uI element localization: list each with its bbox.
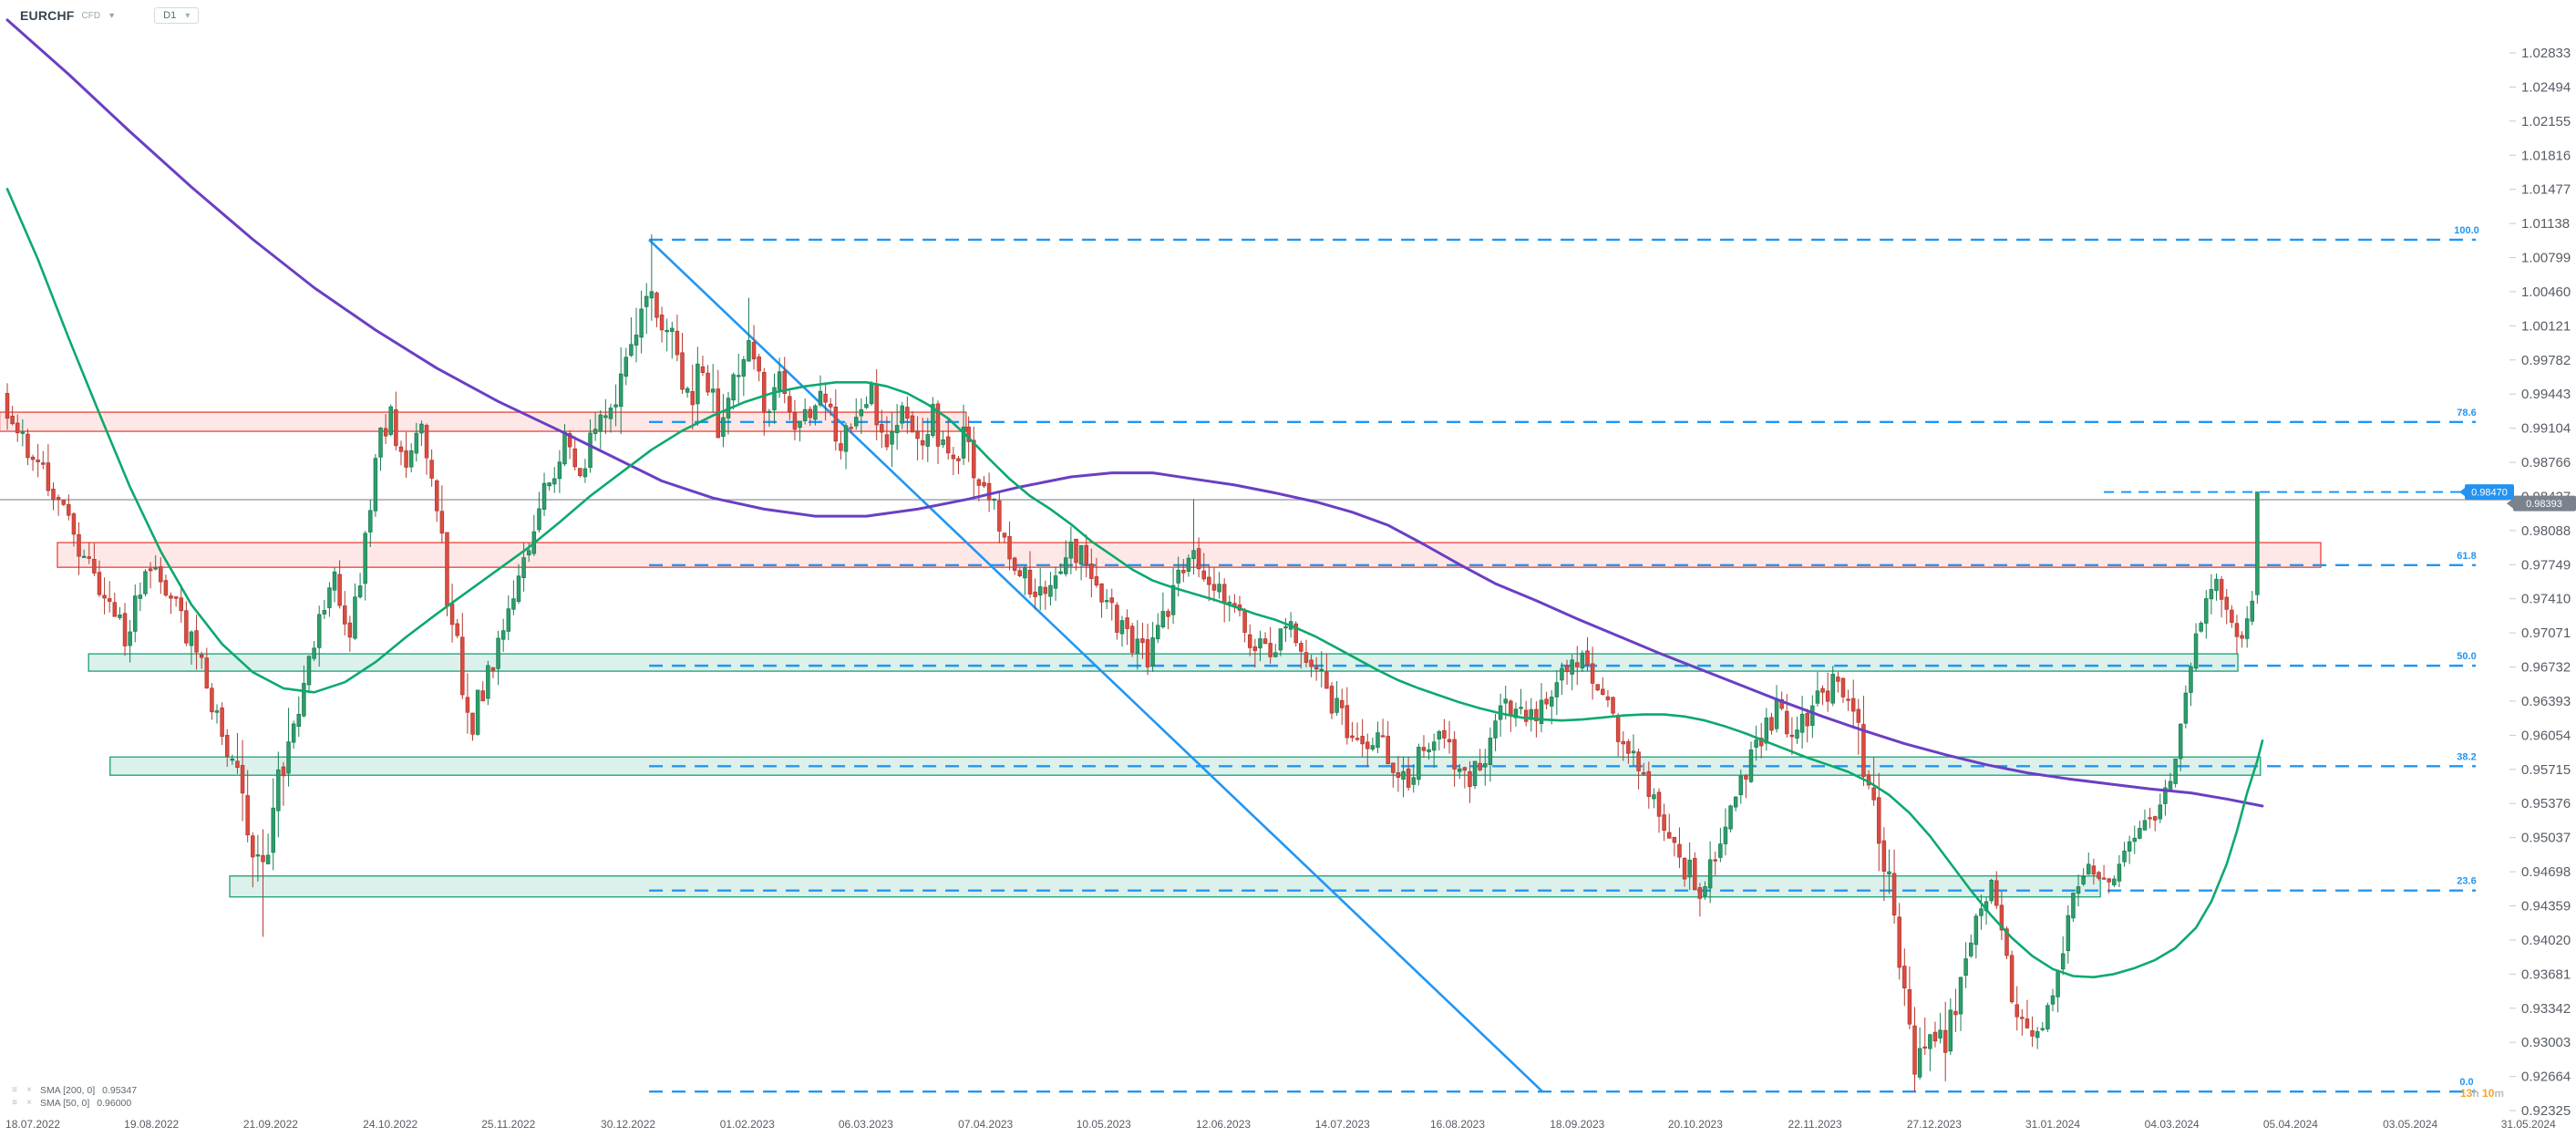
chevron-down-icon: ▾: [185, 10, 191, 21]
price-axis-label: 0.93681: [2521, 966, 2571, 982]
price-axis-label: 0.97410: [2521, 592, 2571, 607]
price-axis-label: 1.00121: [2521, 318, 2571, 334]
date-axis-label: 19.08.2022: [124, 1118, 179, 1131]
timeframe-select[interactable]: D1 ▾: [154, 7, 200, 24]
indicator-remove-icon[interactable]: ×: [26, 1098, 32, 1108]
price-axis-label: 1.02833: [2521, 46, 2571, 61]
date-axis-label: 31.05.2024: [2501, 1118, 2556, 1131]
date-axis-label: 16.08.2023: [1430, 1118, 1485, 1131]
price-axis-label: 1.00460: [2521, 284, 2571, 300]
date-axis-label: 07.04.2023: [958, 1118, 1013, 1131]
bar-countdown-text: 13h 10m: [2460, 1087, 2504, 1100]
fib-level-label: 78.6: [2457, 408, 2476, 419]
price-axis-label: 0.95037: [2521, 831, 2571, 846]
indicator-value: 0.95347: [102, 1085, 138, 1096]
supply-demand-zones-layer: [0, 411, 2322, 898]
price-axis-label: 0.99782: [2521, 353, 2571, 368]
price-axis-label: 0.95376: [2521, 796, 2571, 811]
date-axis-label: 25.11.2022: [481, 1118, 535, 1131]
date-axis-label: 18.07.2022: [5, 1118, 60, 1131]
price-axis-label: 0.93342: [2521, 1001, 2571, 1017]
indicator-label: SMA [200, 0]: [40, 1085, 96, 1096]
price-axis-label: 0.96393: [2521, 694, 2571, 709]
fib-level-label: 61.8: [2457, 551, 2476, 562]
symbol-name[interactable]: EURCHF: [20, 8, 75, 23]
price-axis-label: 1.01477: [2521, 182, 2571, 198]
date-axis-label: 18.09.2023: [1550, 1118, 1604, 1131]
date-axis-label: 01.02.2023: [720, 1118, 775, 1131]
date-axis-label: 22.11.2023: [1788, 1118, 1842, 1131]
price-axis-label: 0.97749: [2521, 557, 2571, 573]
chart-header: EURCHF CFD ▾ D1 ▾: [20, 7, 200, 24]
date-axis-label: 12.06.2023: [1196, 1118, 1251, 1131]
fib-level-label: 38.2: [2457, 751, 2476, 762]
date-axis-label: 24.10.2022: [363, 1118, 417, 1131]
indicator-legend: ≡ × SMA [200, 0] 0.95347 ≡ × SMA [50, 0] 0.9600…: [9, 1084, 137, 1110]
fib-level-label: 23.6: [2457, 876, 2476, 887]
price-axis-label: 0.99443: [2521, 387, 2571, 402]
price-axis-label: 0.96732: [2521, 660, 2571, 676]
price-axis-label: 0.98766: [2521, 455, 2571, 470]
indicator-value: 0.96000: [97, 1098, 132, 1109]
close-price-value: 0.98393: [2526, 499, 2562, 510]
sma-200-line: [5, 18, 2264, 808]
date-axis[interactable]: 18.07.2022 19.08.2022 21.09.2022 24.10.2022…: [5, 1118, 2556, 1131]
price-axis-label: 0.94020: [2521, 933, 2571, 948]
price-axis-label: 0.95715: [2521, 762, 2571, 778]
date-axis-label: 05.04.2024: [2263, 1118, 2318, 1131]
date-axis-label: 20.10.2023: [1668, 1118, 1723, 1131]
sma-50-line: [5, 188, 2264, 978]
candles-layer: [5, 234, 2260, 1092]
indicator-settings-icon[interactable]: ≡: [12, 1098, 17, 1108]
date-axis-label: 03.05.2024: [2383, 1118, 2437, 1131]
close-price-badge: [2513, 495, 2576, 512]
price-axis-label: 0.94698: [2521, 864, 2571, 880]
price-axis-label: 0.92325: [2521, 1103, 2571, 1119]
date-axis-label: 14.07.2023: [1315, 1118, 1370, 1131]
fib-level-label: 50.0: [2457, 651, 2476, 662]
price-axis-label: 1.02155: [2521, 114, 2571, 129]
price-axis-label: 0.92664: [2521, 1070, 2571, 1085]
indicator-row: ≡ × SMA [50, 0] 0.96000: [9, 1097, 137, 1110]
price-axis-label: 1.01816: [2521, 148, 2571, 163]
trendline-layer[interactable]: [648, 239, 1544, 1093]
date-axis-label: 31.01.2024: [2025, 1118, 2080, 1131]
fib-level-label: 0.0: [2459, 1077, 2473, 1088]
price-axis-label: 0.93003: [2521, 1035, 2571, 1050]
price-axis-label: 0.99104: [2521, 421, 2571, 437]
timeframe-value: D1: [163, 10, 177, 21]
fib-level-label: 100.0: [2454, 225, 2479, 236]
current-price-value: 0.98470: [2471, 488, 2508, 499]
support-zone[interactable]: [229, 875, 2101, 898]
price-axis-label: 0.97071: [2521, 625, 2571, 641]
price-axis[interactable]: 1.02833 1.02494 1.02155 1.01816 1.01477 1.011…: [2509, 46, 2571, 1119]
date-axis-label: 04.03.2024: [2145, 1118, 2200, 1131]
indicator-row: ≡ × SMA [200, 0] 0.95347: [9, 1084, 137, 1097]
price-axis-label: 1.01138: [2521, 216, 2570, 232]
date-axis-label: 21.09.2022: [243, 1118, 298, 1131]
price-axis-label: 0.98088: [2521, 523, 2571, 539]
price-axis-label: 0.96054: [2521, 728, 2571, 743]
indicator-remove-icon[interactable]: ×: [26, 1085, 32, 1095]
price-axis-label: 1.02494: [2521, 79, 2571, 95]
date-axis-label: 10.05.2023: [1077, 1118, 1131, 1131]
price-axis-label: 1.00799: [2521, 251, 2571, 266]
symbol-dropdown-caret-icon[interactable]: ▾: [109, 10, 115, 21]
market-type-label: CFD: [81, 10, 101, 21]
price-badges-layer: 0.98470 0.98393: [2459, 484, 2576, 512]
indicator-label: SMA [50, 0]: [40, 1098, 90, 1109]
date-axis-label: 27.12.2023: [1907, 1118, 1962, 1131]
support-zone[interactable]: [88, 653, 2239, 672]
bar-close-countdown: 13h 10m: [2460, 1087, 2504, 1100]
price-axis-label: 0.94359: [2521, 899, 2571, 915]
indicator-settings-icon[interactable]: ≡: [12, 1085, 17, 1095]
date-axis-label: 30.12.2022: [601, 1118, 655, 1131]
date-axis-label: 06.03.2023: [839, 1118, 893, 1131]
current-price-badge: [2465, 484, 2514, 501]
